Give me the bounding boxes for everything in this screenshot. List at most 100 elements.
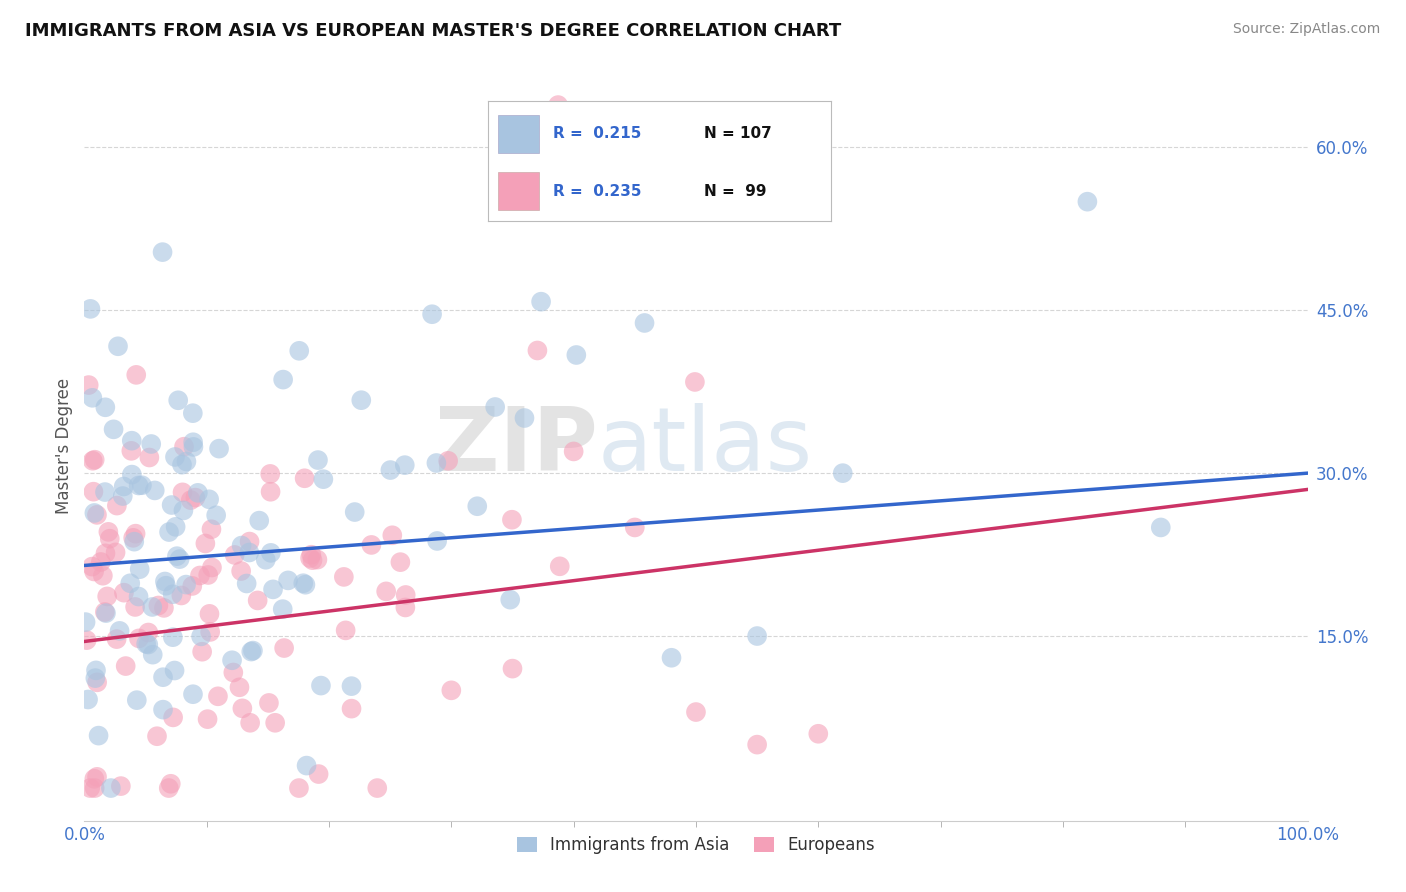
Point [111,489,134,503]
Point [335,624,357,638]
Point [79,301,101,316]
Point [94,546,117,560]
Point [94,606,117,620]
Text: ZIP: ZIP [436,402,598,490]
Point [83,772,105,786]
Point [96,590,118,604]
Point [152,245,174,260]
Point [426,533,449,548]
Point [148,599,170,613]
Point [114,659,136,673]
Point [224,548,246,562]
Point [125,368,148,382]
Point [82,454,104,468]
Point [181,579,204,593]
Point [173,440,195,454]
Point [222,665,245,680]
Point [198,492,221,507]
Point [103,422,125,436]
Point [205,508,228,523]
Y-axis label: Master's Degree: Master's Degree [55,378,73,514]
Point [301,553,323,567]
Point [394,600,416,615]
Point [343,505,366,519]
Point [257,696,280,710]
Point [82,391,104,405]
Point [375,584,398,599]
Point [138,450,160,465]
Point [138,625,160,640]
Point [152,670,174,684]
Point [197,568,219,582]
Point [122,534,145,549]
Point [159,777,181,791]
Point [288,343,311,358]
Point [181,406,204,420]
Point [264,715,287,730]
Point [1150,520,1173,534]
Point [308,767,330,781]
Point [440,683,463,698]
Point [502,662,524,676]
Point [172,503,194,517]
Point [187,486,209,500]
Point [172,485,194,500]
Point [80,559,103,574]
Point [105,499,128,513]
Point [747,629,769,643]
Point [112,479,135,493]
Point [153,600,176,615]
Point [198,607,221,621]
Point [181,435,204,450]
Point [184,491,207,505]
Text: IMMIGRANTS FROM ASIA VS EUROPEAN MASTER'S DEGREE CORRELATION CHART: IMMIGRANTS FROM ASIA VS EUROPEAN MASTER'… [25,22,842,40]
Point [395,588,418,602]
Point [198,624,221,639]
Point [170,458,193,472]
Point [105,632,128,646]
Point [683,375,706,389]
Point [299,548,322,562]
Point [86,770,108,784]
Point [262,582,284,597]
Point [180,493,202,508]
Point [254,553,277,567]
Point [548,559,571,574]
Point [121,434,143,448]
Point [312,472,335,486]
Point [565,348,588,362]
Point [143,483,166,498]
Point [136,638,159,652]
Point [162,710,184,724]
Point [152,703,174,717]
Point [128,590,150,604]
Point [200,522,222,536]
Point [273,641,295,656]
Point [394,458,416,472]
Point [107,339,129,353]
Point [94,401,117,415]
Point [299,551,322,566]
Point [292,576,315,591]
Point [83,452,105,467]
Point [194,536,217,550]
Point [333,570,356,584]
Point [1076,194,1098,209]
Legend: Immigrants from Asia, Europeans: Immigrants from Asia, Europeans [510,830,882,861]
Point [86,508,108,522]
Point [141,599,163,614]
Point [277,574,299,588]
Point [162,587,184,601]
Point [295,758,318,772]
Point [84,671,107,685]
Point [166,549,188,564]
Point [221,653,243,667]
Point [108,624,131,638]
Point [125,693,148,707]
Point [124,599,146,614]
Point [82,484,104,499]
Point [77,378,100,392]
Point [170,589,193,603]
Point [242,643,264,657]
Point [183,440,205,454]
